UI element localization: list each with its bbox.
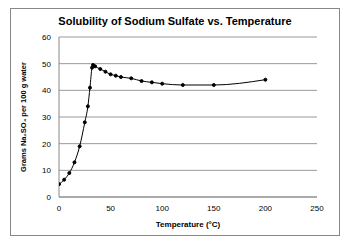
svg-text:150: 150 xyxy=(207,204,221,213)
svg-text:100: 100 xyxy=(156,204,170,213)
svg-text:200: 200 xyxy=(259,204,273,213)
svg-text:40: 40 xyxy=(42,86,51,95)
svg-text:50: 50 xyxy=(106,204,115,213)
svg-text:250: 250 xyxy=(310,204,324,213)
svg-text:0: 0 xyxy=(57,204,62,213)
svg-text:20: 20 xyxy=(42,140,51,149)
svg-text:Temperature (°C): Temperature (°C) xyxy=(156,220,221,229)
svg-text:50: 50 xyxy=(42,60,51,69)
html-text:Solubility of Sodium Sulfate v: Solubility of Sodium Sulfate vs. Tempera… xyxy=(58,15,292,27)
svg-text:Grams Na₂SO₄ per 100 g water: Grams Na₂SO₄ per 100 g water xyxy=(19,62,28,172)
svg-text:0: 0 xyxy=(47,193,52,202)
svg-text:30: 30 xyxy=(42,113,51,122)
svg-text:10: 10 xyxy=(42,166,51,175)
svg-text:60: 60 xyxy=(42,33,51,42)
